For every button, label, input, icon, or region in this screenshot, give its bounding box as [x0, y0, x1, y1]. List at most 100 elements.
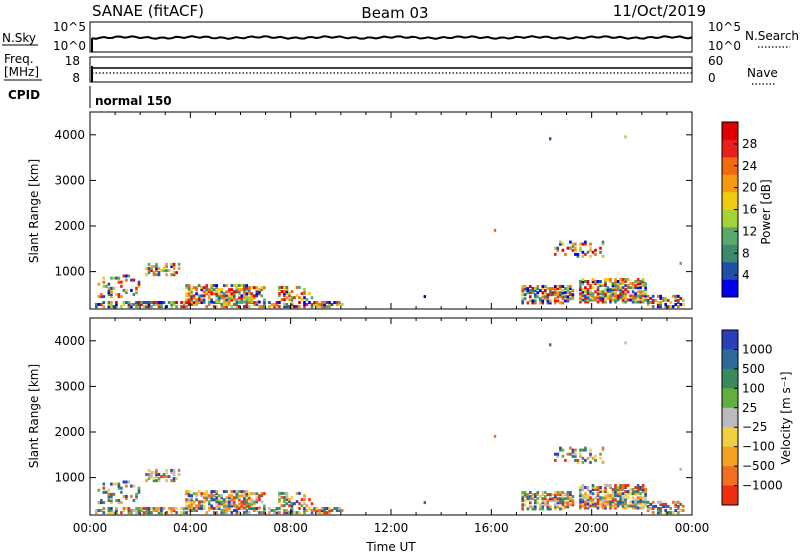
heatmap-cell: [215, 284, 218, 288]
heatmap-cell: [260, 500, 264, 504]
heatmap-cell: [624, 278, 627, 281]
heatmap-cell: [599, 486, 602, 489]
heatmap-cell: [150, 507, 153, 510]
heatmap-cell: [596, 492, 600, 496]
heatmap-cell: [534, 301, 537, 305]
heatmap-cell: [117, 276, 121, 280]
heatmap-cell: [195, 492, 198, 496]
colorbar-block: [722, 407, 738, 428]
heatmap-cell: [586, 288, 590, 292]
heatmap-cell: [333, 507, 336, 510]
heatmap-cell: [604, 498, 607, 502]
heatmap-cell: [228, 509, 231, 512]
heatmap-cell: [559, 497, 562, 501]
heatmap-cell: [677, 294, 680, 298]
heatmap-cell: [120, 280, 123, 284]
heatmap-cell: [278, 292, 281, 296]
heatmap-cell: [609, 296, 612, 300]
heatmap-cell: [561, 291, 565, 295]
heatmap-cell: [599, 452, 602, 456]
heatmap-cell: [616, 492, 620, 496]
heatmap-cell: [278, 500, 281, 504]
heatmap-cell: [222, 490, 226, 494]
heatmap-cell: [207, 500, 211, 504]
heatmap-cell: [150, 265, 153, 268]
heatmap-cell: [225, 504, 228, 508]
heatmap-cell: [150, 473, 153, 476]
heatmap-cell: [621, 492, 625, 496]
heatmap-cell: [240, 298, 244, 302]
heatmap-cell: [167, 301, 171, 304]
heatmap-cell: [581, 242, 585, 246]
heatmap-cell: [320, 301, 324, 304]
heatmap-cell: [584, 504, 587, 508]
heatmap-cell: [107, 509, 111, 512]
heatmap-cell: [110, 501, 113, 505]
heatmap-cell: [182, 301, 186, 304]
heatmap-cell: [152, 509, 156, 512]
heatmap-cell: [682, 509, 685, 512]
heatmap-cell: [544, 285, 547, 288]
heatmap-cell: [624, 494, 627, 498]
heatmap-cell: [571, 450, 575, 454]
heatmap-cell: [315, 303, 319, 306]
heatmap-cell: [569, 291, 572, 295]
heatmap-cell: [110, 507, 113, 510]
heatmap-cell: [679, 296, 683, 300]
heatmap-cell: [220, 494, 223, 498]
heatmap-cell: [328, 305, 331, 309]
heatmap-cell: [157, 267, 161, 270]
heatmap-cell: [664, 305, 667, 309]
heatmap-cell: [275, 511, 279, 515]
heatmap-cell: [255, 303, 259, 306]
heatmap-cell: [335, 507, 339, 510]
heatmap-cell: [604, 484, 607, 487]
heatmap-cell: [639, 282, 642, 286]
heatmap-cell: [641, 294, 645, 298]
heatmap-cell: [589, 298, 592, 302]
heatmap-cell: [594, 486, 597, 489]
heatmap-cell: [677, 507, 680, 510]
heatmap-cell: [616, 486, 620, 489]
heatmap-cell: [238, 288, 241, 292]
heatmap-cell: [581, 460, 585, 464]
heatmap-cell: [145, 473, 148, 476]
heatmap-cell: [569, 497, 572, 501]
heatmap-cell: [626, 290, 630, 294]
heatmap-cell: [300, 292, 304, 296]
heatmap-cell: [529, 497, 532, 501]
heatmap-cell: [222, 284, 226, 288]
heatmap-cell: [258, 292, 261, 296]
heatmap-cell: [641, 488, 645, 492]
heatmap-cell: [569, 491, 572, 494]
heatmap-cell: [591, 280, 595, 283]
heatmap-cell: [574, 246, 577, 250]
heatmap-cell: [521, 499, 524, 503]
heatmap-cell: [564, 299, 567, 303]
heatmap-cell: [185, 506, 188, 510]
heatmap-cell: [185, 492, 188, 496]
heatmap-cell: [616, 494, 620, 498]
heatmap-cell: [125, 480, 128, 484]
heatmap-cell: [283, 303, 286, 306]
heatmap-cell: [586, 504, 590, 508]
heatmap-cell: [561, 293, 565, 297]
heatmap-cell: [559, 285, 562, 288]
heatmap-cell: [559, 293, 562, 297]
heatmap-cell: [255, 294, 259, 298]
heatmap-cell: [614, 286, 617, 290]
heatmap-cell: [145, 507, 148, 510]
heatmap-cell: [639, 290, 642, 294]
heatmap-cell: [220, 296, 223, 300]
heatmap-cell: [579, 242, 582, 246]
heatmap-cell: [566, 495, 570, 499]
heatmap-cell: [594, 502, 597, 506]
heatmap-cell: [651, 301, 655, 304]
heatmap-cell: [629, 294, 632, 298]
heatmap-cell: [614, 300, 617, 304]
heatmap-cell: [599, 284, 602, 288]
heatmap-cell: [551, 493, 555, 497]
heatmap-cell: [258, 498, 261, 502]
heatmap-cell: [220, 303, 223, 306]
heatmap-cell: [207, 303, 211, 306]
